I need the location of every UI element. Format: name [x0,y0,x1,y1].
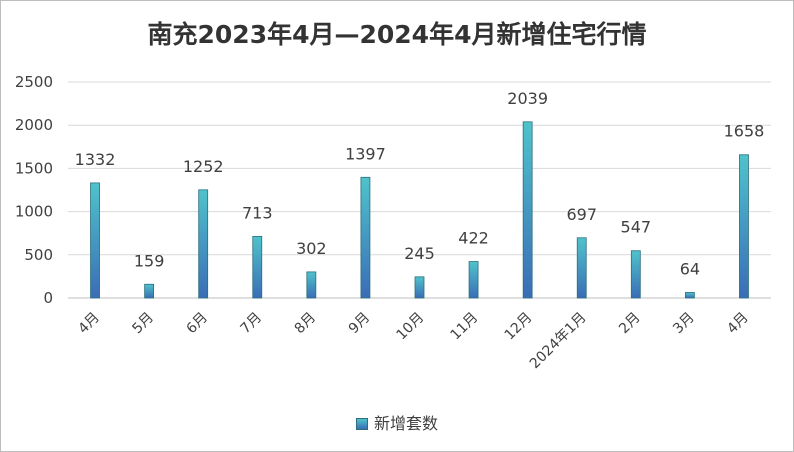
bar [360,176,371,299]
bar [144,283,155,299]
bar [306,271,317,299]
data-label: 422 [458,229,489,248]
x-tick-label: 4月 [75,310,103,338]
gridlines [68,81,771,299]
bar [522,121,533,299]
x-tick-label: 9月 [346,310,374,338]
x-tick-label: 6月 [183,310,211,338]
bar [468,261,479,299]
data-label: 1658 [724,122,765,141]
bar [414,276,425,299]
data-label: 1252 [183,157,224,176]
data-label: 245 [404,244,435,263]
bar [252,235,263,299]
y-tick-label: 1500 [15,159,53,177]
x-tick-label: 3月 [670,310,698,338]
bars [90,121,749,299]
data-label: 713 [242,203,273,222]
x-tick-label: 10月 [394,310,428,344]
bar [90,182,100,299]
y-axis-ticks: 0 500 1000 1500 2000 2500 [15,73,53,307]
legend-label: 新增套数 [373,414,438,433]
x-tick-label: 2024年1月 [527,310,590,373]
bar [198,189,209,299]
x-tick-label: 5月 [129,310,157,338]
x-tick-label: 12月 [502,310,536,344]
bar [739,154,749,299]
bar [684,292,695,299]
data-label: 547 [621,218,652,237]
data-labels: 1332 159 1252 713 302 1397 245 422 2039 697 547 64 1… [75,89,765,279]
x-tick-label: 2月 [616,310,644,338]
y-tick-label: 1000 [15,203,53,221]
bar [630,250,641,299]
x-tick-label: 8月 [292,310,320,338]
legend: 新增套数 [1,410,793,434]
legend-swatch [355,418,368,430]
x-tick-label: 4月 [724,310,752,338]
y-tick-label: 2500 [15,73,53,91]
data-label: 64 [680,259,700,278]
x-tick-label: 7月 [238,310,266,338]
y-tick-label: 2000 [15,116,53,134]
data-label: 1397 [345,144,386,163]
y-tick-label: 0 [43,289,53,307]
chart-title: 南充2023年4月—2024年4月新增住宅行情 [147,20,647,49]
bar [576,237,587,299]
data-label: 159 [134,251,165,270]
x-tick-label: 11月 [448,310,482,344]
data-label: 302 [296,239,327,258]
data-label: 2039 [507,89,548,108]
data-label: 697 [566,205,597,224]
y-tick-label: 500 [24,246,53,264]
data-label: 1332 [75,150,116,169]
